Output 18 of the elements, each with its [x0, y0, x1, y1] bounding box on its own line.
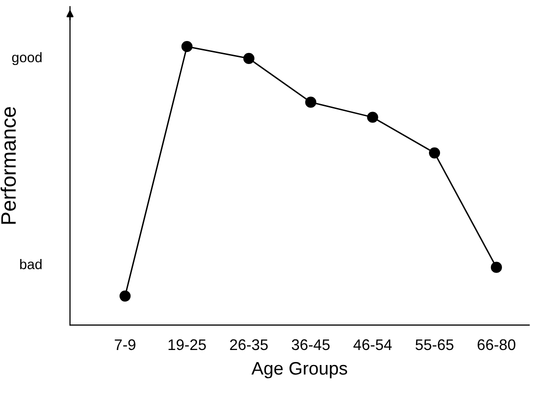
- x-tick-label: 26-35: [230, 339, 268, 350]
- point: [243, 52, 254, 64]
- point: [181, 40, 193, 52]
- x-tick-label: 7-9: [114, 339, 136, 350]
- y-axis-title: Performance: [0, 107, 16, 224]
- point: [490, 262, 502, 273]
- point: [305, 96, 316, 108]
- x-tick-label: 19-25: [168, 339, 206, 350]
- x-tick-label: 36-45: [292, 339, 330, 350]
- x-axis-title: Age Groups: [251, 362, 348, 378]
- x-tick-label: 55-65: [416, 339, 454, 350]
- x-tick-label: 46-54: [353, 339, 392, 350]
- x-tick-label: 66-80: [478, 339, 516, 350]
- point: [428, 147, 440, 158]
- text: bad: [20, 259, 42, 270]
- point: [120, 290, 131, 302]
- point: [367, 112, 378, 123]
- text: good: [12, 52, 42, 66]
